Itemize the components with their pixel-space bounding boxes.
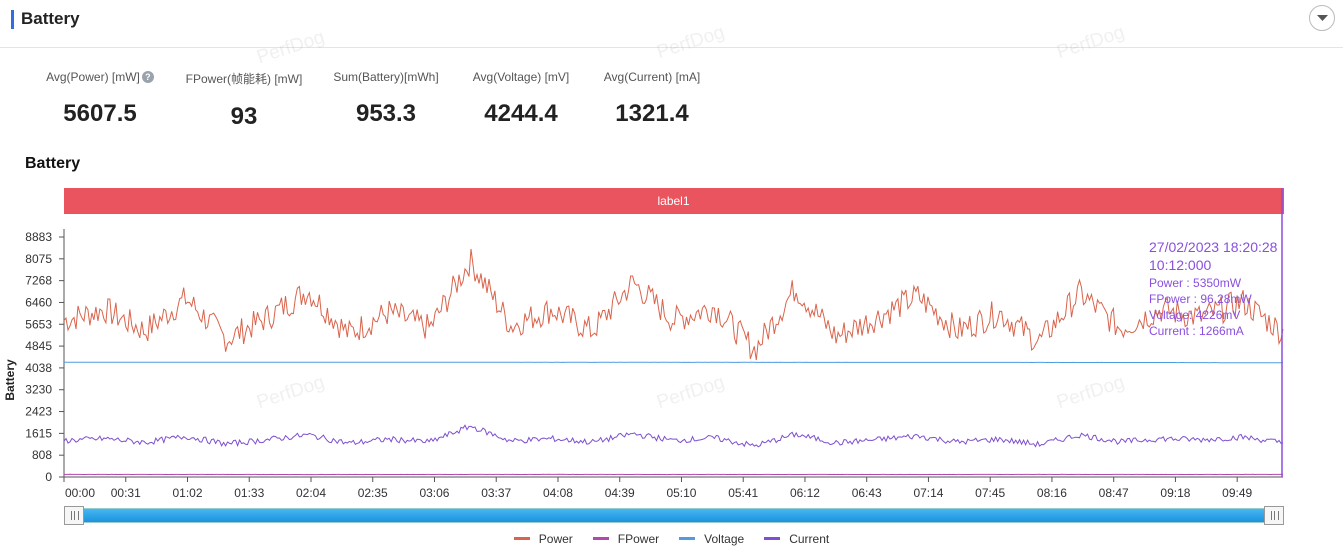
stat-value: 4244.4 [484, 100, 558, 127]
x-tick-label: 00:31 [111, 486, 141, 500]
chevron-down-icon [1317, 15, 1328, 21]
y-tick-label: 6460 [25, 295, 52, 309]
stat-avg-power: Avg(Power) [mW]? 5607.5 [40, 70, 160, 128]
x-tick-label: 06:43 [852, 486, 882, 500]
stat-value: 93 [230, 103, 258, 130]
y-tick-label: 2423 [25, 405, 52, 419]
x-tick-label: 05:41 [728, 486, 758, 500]
chart-legend: Power FPower Voltage Current [0, 532, 1343, 546]
x-tick-label: 09:18 [1160, 486, 1190, 500]
x-tick-label: 09:49 [1222, 486, 1252, 500]
y-tick-label: 808 [32, 448, 52, 462]
x-tick-label: 08:16 [1037, 486, 1067, 500]
stat-label: Sum(Battery)[mWh] [333, 70, 439, 84]
collapse-button[interactable] [1309, 5, 1335, 31]
y-tick-label: 0 [45, 470, 52, 484]
title-accent-bar [11, 10, 14, 29]
x-tick-label: 07:14 [913, 486, 943, 500]
stat-value: 5607.5 [63, 100, 137, 127]
legend-swatch [592, 537, 609, 540]
tooltip-date: 27/02/2023 18:20:28 [1149, 239, 1278, 255]
help-icon[interactable]: ? [141, 71, 154, 83]
zoom-slider-handle-right[interactable] [1264, 506, 1284, 525]
legend-label: Current [789, 532, 830, 546]
x-tick-label: 05:10 [666, 486, 696, 500]
x-tick-label: 02:35 [358, 486, 388, 500]
legend-label: Power [538, 532, 573, 546]
y-tick-label: 3230 [25, 383, 52, 397]
zoom-slider-track[interactable] [64, 508, 1284, 523]
panel-header: Battery [0, 0, 1343, 48]
series-line-voltage[interactable] [64, 361, 1283, 364]
stat-sum-battery: Sum(Battery)[mWh] 953.3 [326, 70, 446, 128]
label-band[interactable] [64, 188, 1284, 214]
x-tick-label: 03:06 [419, 486, 449, 500]
tooltip-line: Voltage: 4226mV [1149, 308, 1240, 322]
legend-swatch [679, 537, 696, 540]
y-tick-label: 5653 [25, 317, 52, 331]
legend-label: Voltage [704, 532, 745, 546]
legend-label: FPower [617, 532, 660, 546]
tooltip-time: 10:12:000 [1149, 257, 1211, 273]
y-tick-label: 7268 [25, 274, 52, 288]
x-tick-label: 08:47 [1099, 486, 1129, 500]
y-axis-title: Battery [3, 359, 17, 401]
stat-value: 953.3 [355, 100, 417, 127]
stat-avg-voltage: Avg(Voltage) [mV] 4244.4 [462, 70, 580, 128]
x-tick-label: 04:39 [605, 486, 635, 500]
stat-label: Avg(Current) [mA] [603, 70, 701, 84]
label-band-text: label1 [657, 194, 689, 208]
x-tick-label: 01:33 [234, 486, 264, 500]
legend-item-current[interactable]: Current [764, 532, 829, 546]
stat-label: Avg(Power) [mW] [46, 70, 140, 84]
legend-swatch [764, 537, 781, 540]
stat-fpower: FPower(帧能耗) [mW] 93 [182, 70, 306, 131]
x-tick-label: 07:45 [975, 486, 1005, 500]
y-tick-label: 8883 [25, 230, 52, 244]
tooltip-line: Power : 5350mW [1149, 276, 1242, 290]
x-tick-label: 06:12 [790, 486, 820, 500]
battery-line-chart[interactable]: label1 8883 8075 7268 6460 5653 4845 4038 3230 24… [0, 180, 1343, 505]
y-tick-label: 4845 [25, 339, 52, 353]
x-tick-label: 02:04 [296, 486, 326, 500]
y-tick-label: 4038 [25, 361, 52, 375]
tooltip-line: FPower : 96.28mW [1149, 292, 1252, 306]
zoom-slider-handle-left[interactable] [64, 506, 84, 525]
x-tick-label: 01:02 [172, 486, 202, 500]
legend-item-voltage[interactable]: Voltage [679, 532, 744, 546]
legend-swatch [513, 537, 530, 540]
legend-item-fpower[interactable]: FPower [592, 532, 660, 546]
x-tick-label: 04:08 [543, 486, 573, 500]
series-line-current[interactable] [63, 424, 1284, 448]
tooltip-line: Current : 1266mA [1149, 324, 1244, 338]
y-tick-label: 8075 [25, 252, 52, 266]
panel-title: Battery [21, 9, 80, 28]
legend-item-power[interactable]: Power [513, 532, 573, 546]
chart-section-title: Battery [25, 155, 81, 172]
stat-value: 1321.4 [615, 100, 689, 127]
y-tick-label: 1615 [25, 426, 52, 440]
x-tick-label: 03:37 [481, 486, 511, 500]
stat-label: Avg(Voltage) [mV] [472, 70, 570, 84]
stat-label: FPower(帧能耗) [mW] [185, 72, 303, 86]
x-tick-label: 00:00 [65, 486, 95, 500]
series-line-power[interactable] [63, 248, 1284, 361]
stat-avg-current: Avg(Current) [mA] 1321.4 [594, 70, 710, 128]
